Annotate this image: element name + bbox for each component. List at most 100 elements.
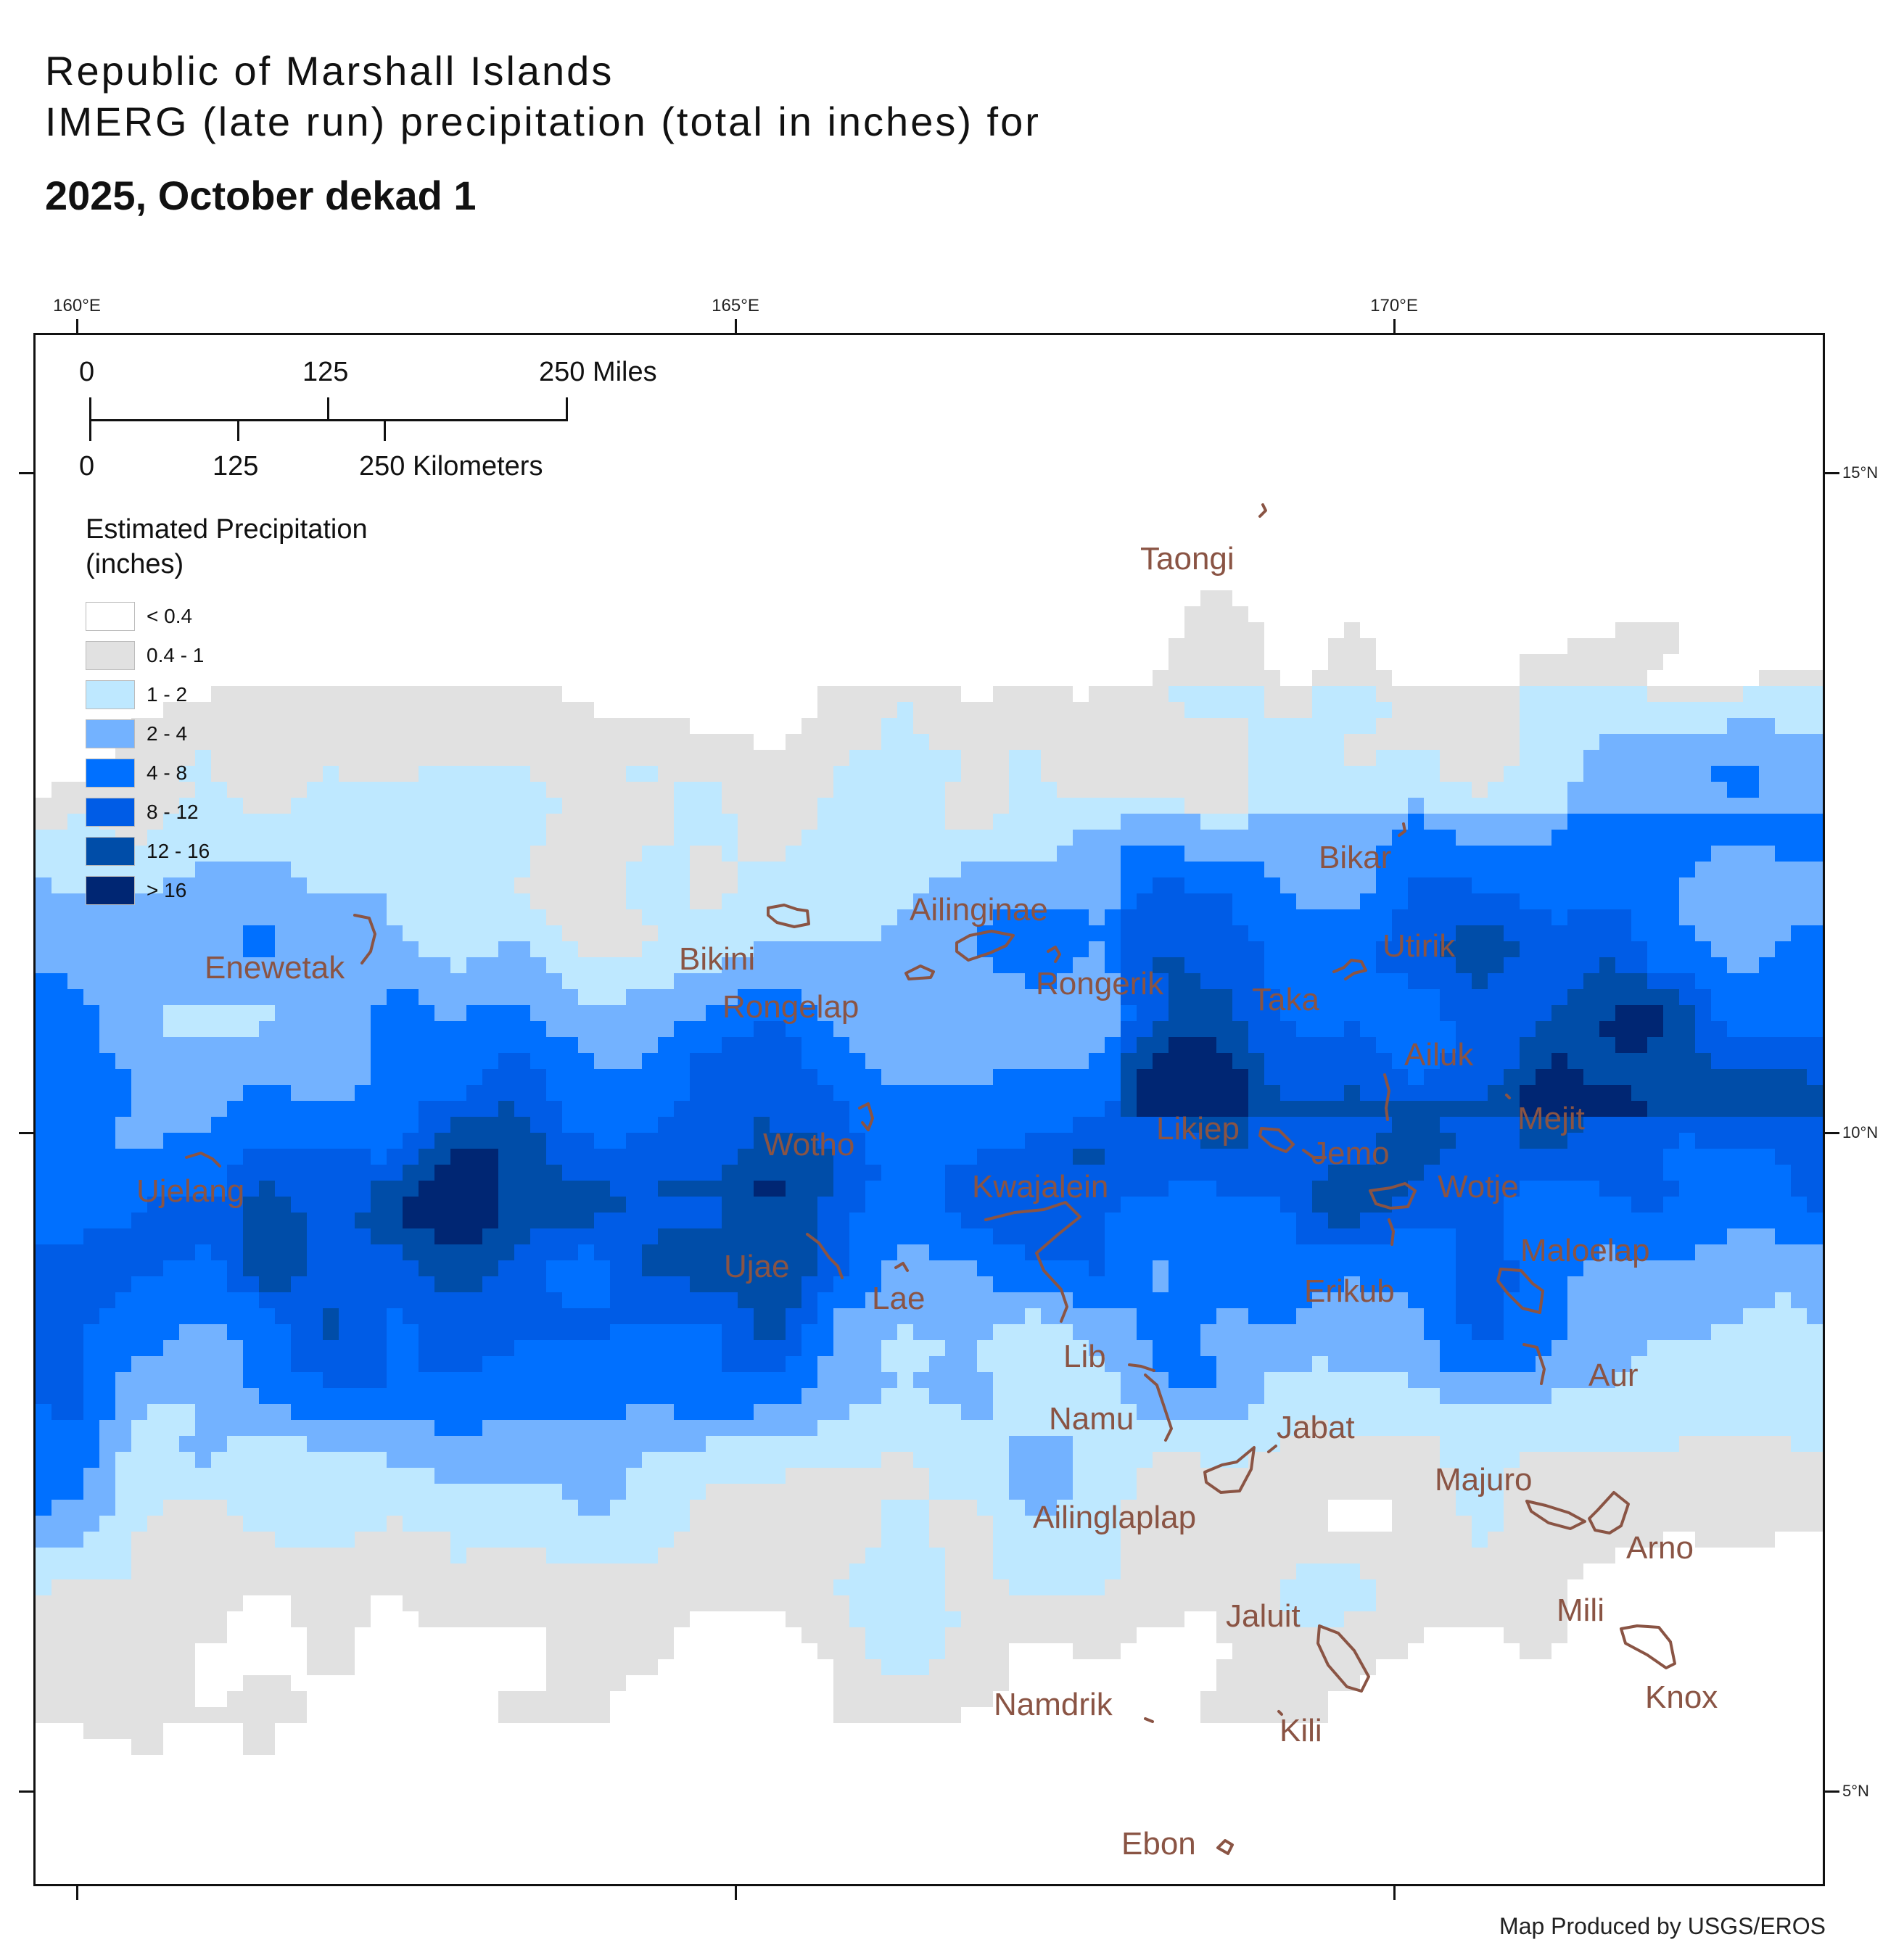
raster-cell — [1184, 622, 1200, 638]
raster-cell — [482, 766, 498, 782]
raster-cell — [1727, 798, 1743, 814]
raster-cell — [1344, 1117, 1360, 1133]
raster-cell — [1264, 1085, 1280, 1101]
raster-cell — [706, 734, 722, 750]
raster-cell — [993, 1356, 1009, 1372]
raster-cell — [562, 1197, 578, 1213]
raster-cell — [211, 989, 227, 1005]
raster-cell — [1567, 1356, 1583, 1372]
raster-cell — [833, 973, 849, 989]
raster-cell — [1695, 1149, 1711, 1165]
raster-cell — [1424, 1197, 1440, 1213]
raster-cell — [530, 893, 546, 909]
raster-cell — [865, 893, 881, 909]
raster-cell — [1216, 1101, 1232, 1117]
raster-cell — [1679, 1021, 1695, 1037]
raster-cell — [1200, 1292, 1216, 1308]
raster-cell — [1807, 1372, 1823, 1388]
raster-cell — [1376, 862, 1392, 877]
raster-cell — [1743, 1372, 1759, 1388]
raster-cell — [323, 1117, 339, 1133]
raster-cell — [1105, 941, 1121, 957]
raster-cell — [1248, 1292, 1264, 1308]
raster-cell — [1105, 925, 1121, 941]
raster-cell — [51, 1085, 67, 1101]
raster-cell — [1504, 1037, 1520, 1053]
raster-cell — [371, 846, 387, 862]
raster-cell — [1456, 989, 1472, 1005]
raster-cell — [1456, 1005, 1472, 1021]
raster-cell — [307, 1340, 323, 1356]
raster-cell — [83, 1037, 99, 1053]
raster-cell — [99, 1260, 115, 1276]
raster-cell — [419, 1372, 434, 1388]
raster-cell — [754, 973, 770, 989]
raster-cell — [993, 702, 1009, 718]
raster-cell — [626, 750, 642, 766]
raster-cell — [897, 1356, 913, 1372]
raster-cell — [1743, 1117, 1759, 1133]
raster-cell — [658, 989, 674, 1005]
raster-cell — [1216, 798, 1232, 814]
raster-cell — [1807, 750, 1823, 766]
raster-cell — [1376, 734, 1392, 750]
raster-cell — [1711, 1213, 1727, 1228]
raster-cell — [131, 1228, 147, 1244]
raster-cell — [83, 957, 99, 973]
raster-cell — [115, 1340, 131, 1356]
raster-cell — [498, 846, 514, 862]
raster-cell — [1200, 766, 1216, 782]
raster-cell — [323, 814, 339, 830]
raster-cell — [179, 782, 195, 798]
raster-cell — [1248, 1340, 1264, 1356]
raster-cell — [817, 702, 833, 718]
raster-cell — [754, 1260, 770, 1276]
raster-cell — [1679, 750, 1695, 766]
raster-cell — [1392, 1213, 1408, 1228]
raster-cell — [1759, 925, 1775, 941]
raster-cell — [115, 973, 131, 989]
raster-cell — [227, 734, 243, 750]
raster-cell — [1488, 1133, 1504, 1149]
raster-cell — [434, 1228, 450, 1244]
raster-cell — [227, 862, 243, 877]
raster-cell — [1184, 1244, 1200, 1260]
raster-cell — [833, 1388, 849, 1404]
raster-cell — [67, 1085, 83, 1101]
raster-cell — [626, 766, 642, 782]
raster-cell — [1137, 1340, 1153, 1356]
raster-cell — [1520, 1308, 1536, 1324]
raster-cell — [163, 1085, 179, 1101]
raster-cell — [36, 1037, 51, 1053]
raster-cell — [1711, 766, 1727, 782]
raster-cell — [131, 1149, 147, 1165]
raster-cell — [355, 957, 371, 973]
raster-cell — [1009, 1292, 1025, 1308]
raster-cell — [419, 798, 434, 814]
raster-cell — [163, 1101, 179, 1117]
raster-cell — [307, 766, 323, 782]
raster-cell — [1615, 1372, 1631, 1388]
raster-cell — [355, 973, 371, 989]
raster-cell — [1440, 1213, 1456, 1228]
raster-cell — [355, 830, 371, 846]
raster-cell — [1440, 909, 1456, 925]
raster-cell — [498, 862, 514, 877]
raster-cell — [1344, 1244, 1360, 1260]
raster-cell — [1232, 1308, 1248, 1324]
raster-cell — [99, 1388, 115, 1404]
raster-cell — [1775, 766, 1791, 782]
raster-cell — [1743, 798, 1759, 814]
raster-cell — [849, 702, 865, 718]
raster-cell — [690, 1005, 706, 1021]
raster-cell — [466, 893, 482, 909]
raster-cell — [977, 814, 993, 830]
raster-cell — [1264, 702, 1280, 718]
raster-cell — [1264, 798, 1280, 814]
raster-cell — [690, 1117, 706, 1133]
raster-cell — [801, 1005, 817, 1021]
raster-cell — [259, 1133, 275, 1149]
raster-cell — [1679, 1324, 1695, 1340]
raster-cell — [339, 734, 355, 750]
raster-cell — [754, 1133, 770, 1149]
